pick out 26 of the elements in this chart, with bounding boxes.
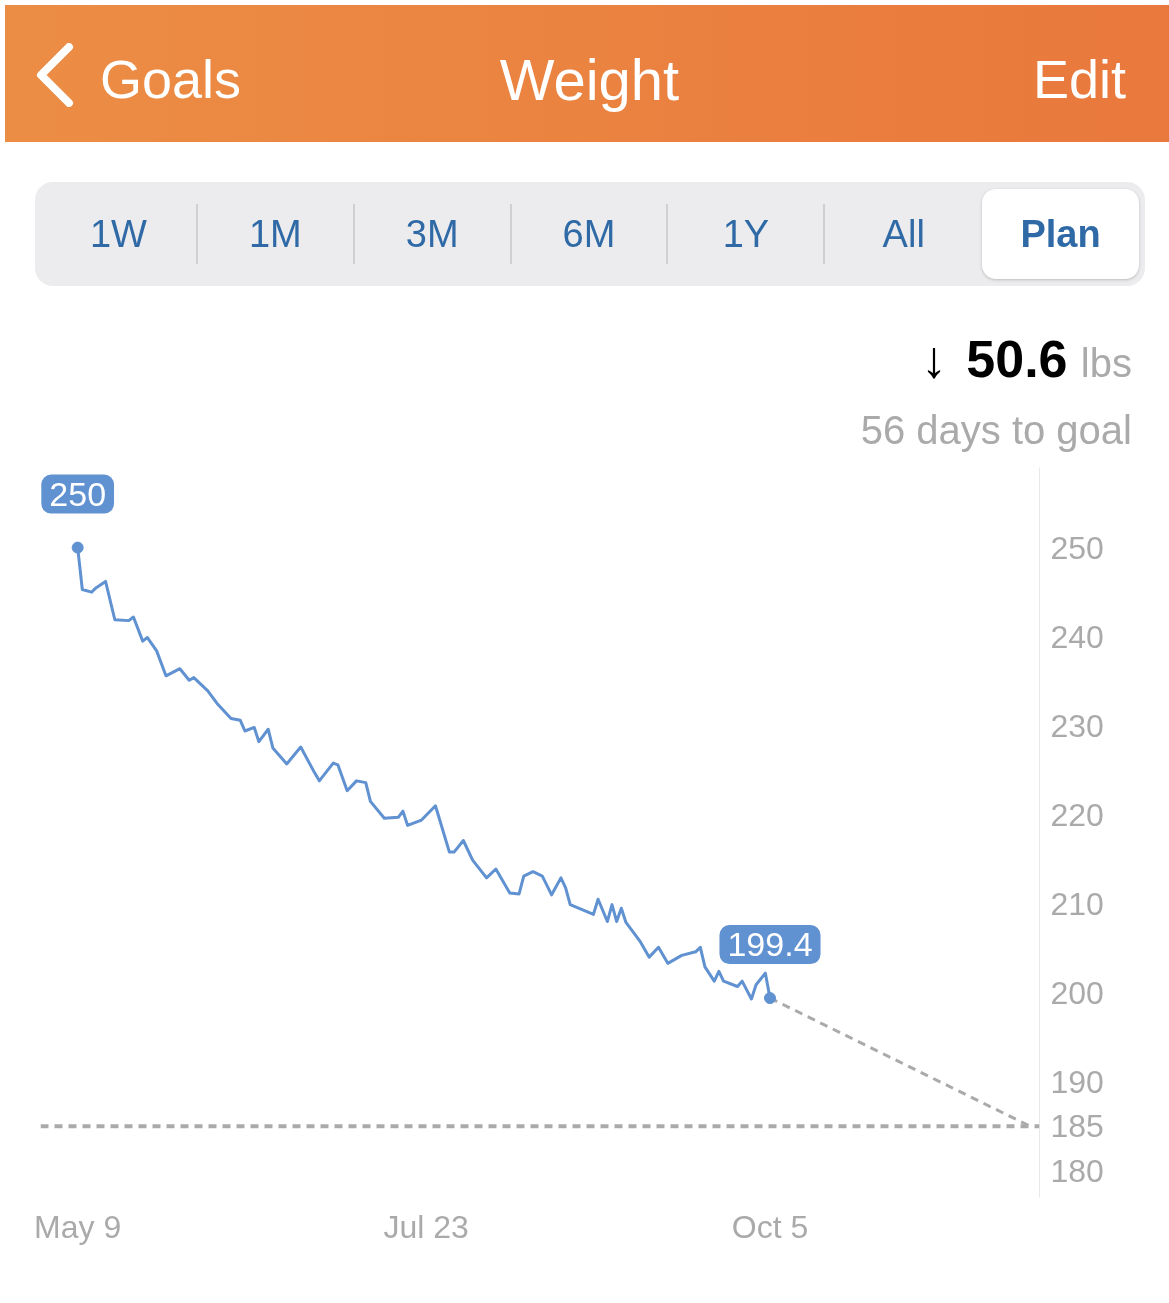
- y-tick-label: 230: [1050, 707, 1104, 744]
- y-tick-label: 240: [1050, 618, 1104, 655]
- text: 6M: [511, 204, 669, 264]
- x-tick-label: May 9: [34, 1208, 122, 1245]
- y-tick-label: 200: [1050, 974, 1104, 1011]
- chart-title: Weight: [499, 47, 680, 112]
- text: 1Y: [668, 204, 826, 264]
- text: Plan: [1019, 212, 1102, 257]
- ref-line-label: 185: [1050, 1108, 1104, 1145]
- text: Goals: [100, 48, 242, 111]
- text: 3M: [354, 204, 512, 264]
- y-tick-label: 220: [1050, 796, 1104, 833]
- text: ↓ 50.6 lbs: [920, 330, 1132, 388]
- y-tick-label: 250: [1050, 529, 1104, 566]
- x-tick-label: Jul 23: [383, 1208, 469, 1245]
- y-tick-label: 180: [1050, 1152, 1104, 1189]
- text: Edit: [1032, 48, 1126, 111]
- text: 56 days to goal: [859, 407, 1133, 455]
- text: 1M: [197, 204, 355, 264]
- text: 1W: [41, 204, 198, 264]
- x-tick-label: Oct 5: [731, 1208, 809, 1245]
- y-tick-label: 190: [1050, 1063, 1104, 1100]
- y-tick-label: 210: [1050, 885, 1104, 922]
- text: All: [881, 212, 926, 257]
- annotation: 250: [49, 474, 107, 513]
- annotation: 199.4: [727, 925, 813, 964]
